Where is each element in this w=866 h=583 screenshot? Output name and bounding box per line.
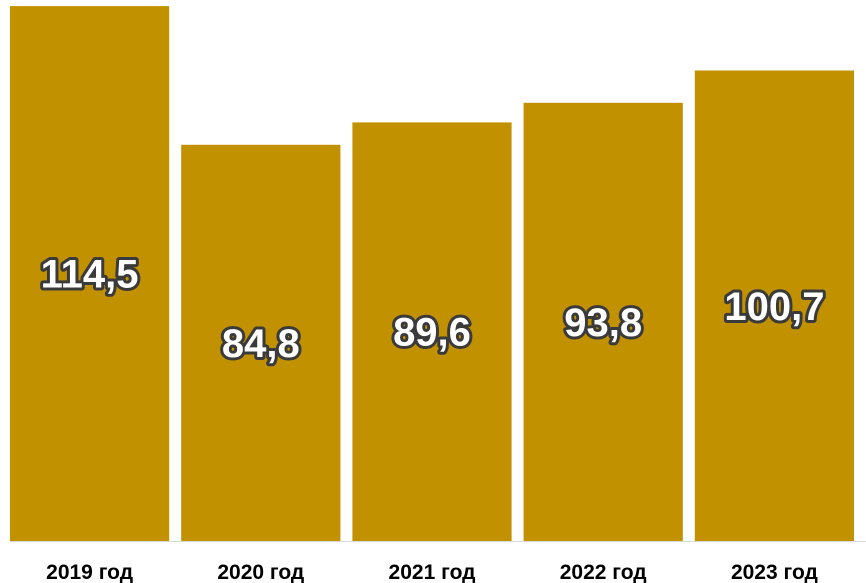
bar-2 — [181, 144, 341, 542]
x-tick-label-5: 2023 год — [731, 561, 818, 583]
x-tick-label-3: 2021 год — [389, 561, 476, 583]
bar-1 — [10, 6, 170, 542]
bars-group — [10, 6, 854, 542]
x-tick-label-4: 2022 год — [560, 561, 647, 583]
bar-value-label-5: 100,7 — [724, 285, 824, 329]
bar-3 — [352, 122, 512, 542]
bar-value-label-1: 114,5 — [41, 253, 139, 297]
bar-value-label-3: 89,6 — [393, 311, 471, 355]
x-tick-label-1: 2019 год — [46, 561, 133, 583]
bar-4 — [523, 102, 683, 542]
bar-value-label-2: 84,8 — [222, 322, 300, 366]
bar-5 — [694, 70, 854, 541]
bar-value-label-4: 93,8 — [564, 301, 642, 345]
x-axis-tick-labels: 2019 год 2020 год 2021 год 2022 год 2023 год — [46, 561, 818, 583]
value-labels-group: 114,5 84,8 89,6 93,8 100,7 — [38, 250, 828, 369]
x-tick-label-2: 2020 год — [217, 561, 304, 583]
